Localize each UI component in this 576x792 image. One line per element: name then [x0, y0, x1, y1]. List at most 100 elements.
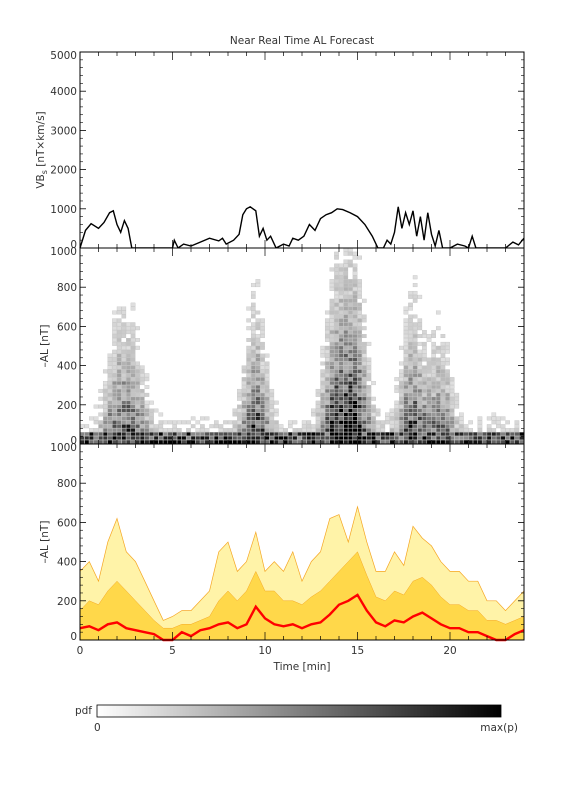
pdf-cell	[324, 408, 330, 413]
pdf-cell	[121, 408, 127, 413]
pdf-cell	[449, 420, 455, 425]
pdf-cell	[519, 436, 524, 440]
pdf-cell	[408, 357, 413, 362]
pdf-cell	[255, 416, 261, 421]
pdf-cell	[329, 341, 335, 346]
pdf-cell	[264, 424, 270, 429]
pdf-cell	[408, 349, 413, 354]
pdf-cell	[107, 404, 113, 409]
pdf-cell	[403, 334, 409, 339]
pdf-cell	[348, 290, 353, 295]
pdf-cell	[329, 298, 335, 303]
pdf-cell	[440, 416, 446, 421]
pdf-cell	[149, 420, 154, 425]
pdf-cell	[449, 385, 455, 389]
pdf-cell	[449, 408, 455, 413]
pdf-cell	[505, 420, 510, 425]
pdf-cell	[227, 432, 233, 437]
pdf-cell	[255, 338, 261, 342]
pdf-cell	[477, 416, 483, 421]
pdf-cell	[412, 334, 418, 339]
pdf-cell	[329, 306, 335, 311]
pdf-cell	[449, 388, 455, 393]
pdf-cell	[357, 361, 362, 366]
pdf-cell	[440, 408, 446, 413]
pdf-cell	[329, 388, 335, 393]
pdf-cell	[255, 412, 261, 417]
pdf-cell	[98, 388, 103, 393]
pdf-cell	[366, 424, 372, 429]
pdf-cell	[417, 341, 423, 346]
pdf-cell	[250, 322, 256, 327]
pdf-cell	[486, 439, 492, 444]
pdf-cell	[126, 357, 131, 362]
pdf-cell	[491, 420, 497, 425]
pdf-cell	[334, 310, 339, 315]
pdf-cell	[126, 385, 131, 389]
pdf-cell	[477, 436, 483, 440]
pdf-cell	[403, 439, 409, 444]
pdf-cell	[250, 404, 256, 409]
pdf-cell	[237, 404, 242, 409]
pdf-cell	[361, 353, 367, 358]
pdf-cell	[320, 361, 325, 366]
pdf-cell	[338, 436, 344, 440]
y-tick-label: 600	[57, 517, 77, 529]
pdf-cell	[500, 416, 506, 421]
pdf-cell	[324, 322, 330, 327]
pdf-cell	[223, 428, 228, 433]
pdf-cell	[287, 424, 293, 429]
pdf-cell	[426, 436, 432, 440]
pdf-cell	[107, 408, 113, 413]
pdf-cell	[435, 381, 441, 386]
pdf-cell	[343, 298, 349, 303]
pdf-cell	[320, 439, 325, 444]
pdf-cell	[190, 432, 196, 437]
pdf-cell	[357, 404, 362, 409]
pdf-cell	[412, 338, 418, 342]
pdf-cell	[320, 353, 325, 358]
pdf-cell	[98, 428, 103, 433]
pdf-cell	[255, 436, 261, 440]
pdf-cell	[98, 396, 103, 401]
pdf-cell	[227, 436, 233, 440]
pdf-cell	[440, 396, 446, 401]
pdf-cell	[260, 357, 265, 362]
pdf-cell	[255, 279, 261, 284]
pdf-cell	[107, 400, 113, 405]
pdf-cell	[352, 353, 358, 358]
pdf-cell	[130, 326, 136, 331]
pdf-cell	[343, 283, 349, 288]
pdf-cell	[264, 416, 270, 421]
pdf-cell	[89, 436, 94, 440]
pdf-cell	[144, 404, 150, 409]
pdf-cell	[477, 439, 483, 444]
pdf-cell	[371, 396, 376, 401]
pdf-cell	[394, 424, 399, 429]
pdf-cell	[250, 338, 256, 342]
pdf-cell	[329, 381, 335, 386]
pdf-cell	[343, 345, 349, 350]
pdf-cell	[338, 412, 344, 417]
pdf-cell	[149, 408, 154, 413]
pdf-cell	[144, 420, 150, 425]
pdf-cell	[486, 432, 492, 437]
pdf-cell	[445, 361, 450, 366]
pdf-cell	[352, 420, 358, 425]
pdf-cell	[389, 439, 395, 444]
pdf-cell	[126, 396, 131, 401]
pdf-cell	[116, 345, 122, 350]
pdf-cell	[417, 396, 423, 401]
pdf-cell	[130, 432, 136, 437]
pdf-cell	[195, 420, 201, 425]
pdf-cell	[385, 436, 390, 440]
pdf-cell	[463, 439, 469, 444]
pdf-cell	[357, 396, 362, 401]
pdf-cell	[426, 412, 432, 417]
pdf-cell	[260, 404, 265, 409]
pdf-cell	[338, 294, 344, 299]
pdf-cell	[500, 439, 506, 444]
pdf-cell	[398, 428, 404, 433]
pdf-cell	[348, 432, 353, 437]
pdf-cell	[329, 267, 335, 272]
